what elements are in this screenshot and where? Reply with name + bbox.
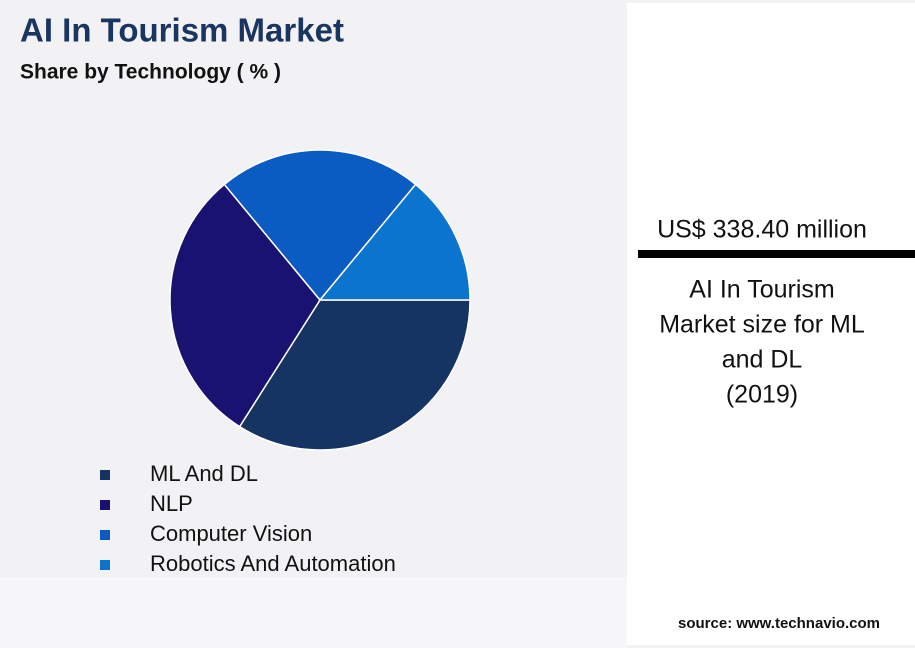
- pie-slice: [318, 183, 471, 301]
- legend-label: NLP: [150, 491, 193, 516]
- divider: [638, 250, 915, 258]
- background-lower: [0, 577, 627, 648]
- legend-marker: [100, 500, 110, 510]
- legend-marker: [100, 470, 110, 480]
- source: source: www.technavio.com: [678, 615, 880, 632]
- pie-slice: [223, 149, 417, 302]
- highlight-label: AI In Tourism: [689, 276, 834, 304]
- chart-subtitle: Share by Technology ( % ): [20, 61, 281, 84]
- side-panel: [627, 3, 915, 645]
- legend-marker: [100, 560, 110, 570]
- highlight-label: and DL: [722, 346, 803, 374]
- highlight-label: (2019): [726, 381, 798, 409]
- pie-slice: [169, 183, 321, 428]
- highlight-label: Market size for ML: [659, 311, 865, 339]
- legend-marker: [100, 530, 110, 540]
- chart-title: AI In Tourism Market: [20, 12, 344, 49]
- legend-label: ML And DL: [150, 461, 258, 486]
- pie-slice: [238, 299, 471, 451]
- highlight-value: US$ 338.40 million: [657, 216, 867, 244]
- legend-label: Computer Vision: [150, 521, 312, 546]
- legend-label: Robotics And Automation: [150, 551, 396, 576]
